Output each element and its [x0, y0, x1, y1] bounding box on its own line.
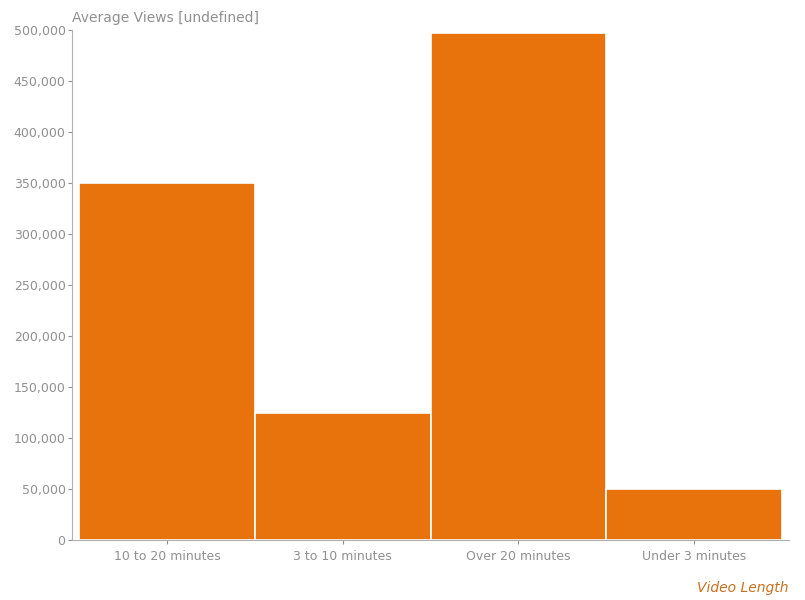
Bar [80, 183, 255, 540]
Bar [255, 413, 431, 540]
Bar [431, 33, 606, 540]
Bar [606, 489, 782, 540]
Text: Average Views [undefined]: Average Views [undefined] [72, 11, 259, 25]
Text: Video Length: Video Length [697, 581, 789, 595]
